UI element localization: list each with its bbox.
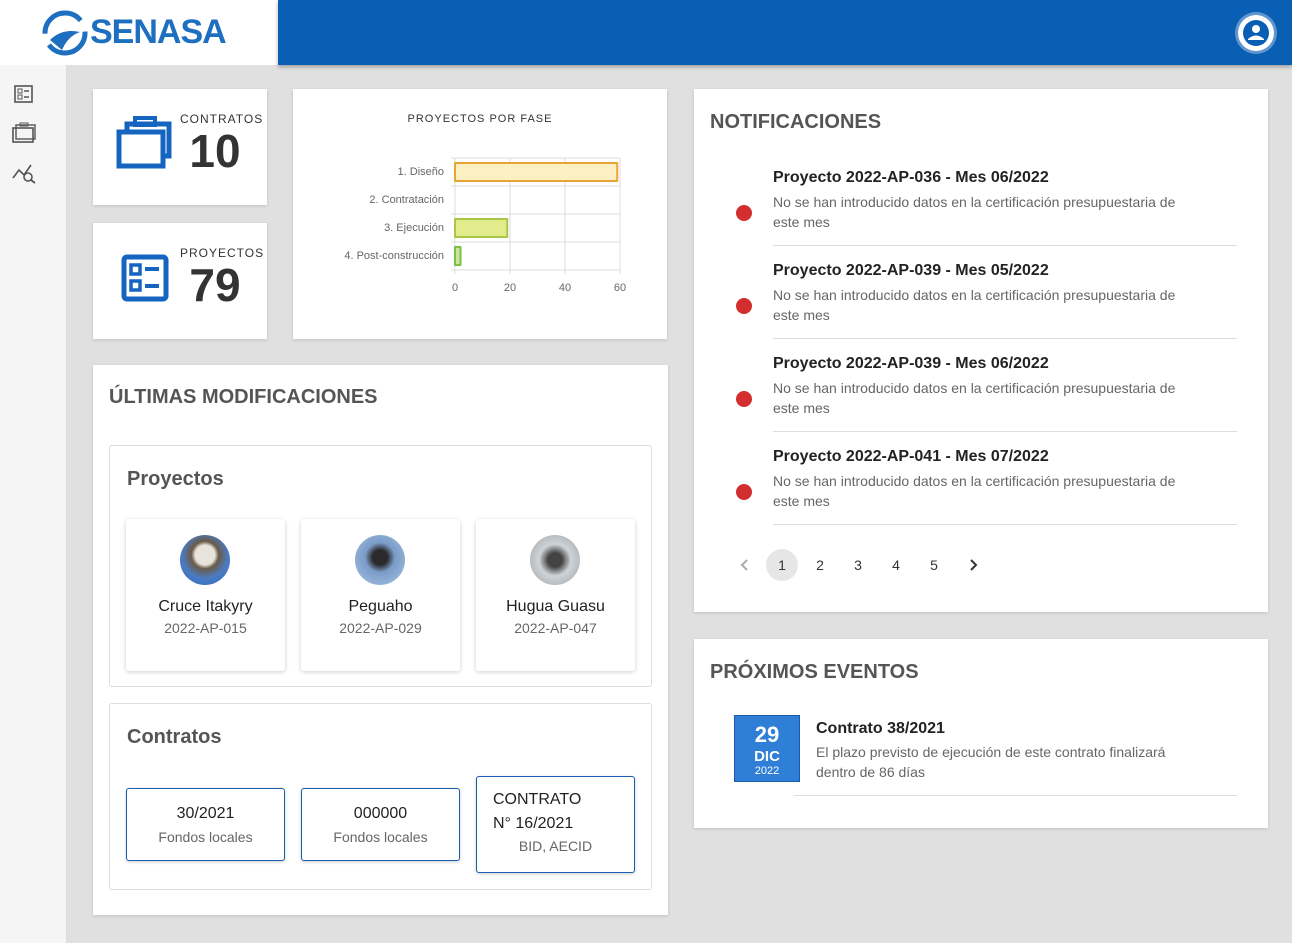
contract-funding: Fondos locales: [333, 829, 428, 845]
notification-text: No se han introducido datos en la certif…: [773, 194, 1176, 230]
top-bar: [278, 0, 1292, 65]
y-tick-label: 2. Contratación: [369, 194, 444, 206]
stat-label: PROYECTOS: [180, 246, 265, 260]
sidebar: [0, 65, 67, 943]
events-card: PRÓXIMOS EVENTOS 29 DIC 2022 Contrato 38…: [694, 639, 1268, 828]
bar: [454, 246, 462, 266]
stat-label: CONTRATOS: [180, 112, 264, 126]
notification-title: Proyecto 2022-AP-039 - Mes 06/2022: [773, 355, 1049, 372]
notification[interactable]: Proyecto 2022-AP-036 - Mes 06/2022 No se …: [694, 169, 1268, 262]
page-prev[interactable]: [737, 557, 753, 573]
stat-value: 79: [189, 259, 241, 311]
separator: [773, 431, 1237, 432]
project-name: Cruce Itakyry: [158, 598, 253, 615]
notification-title: Proyecto 2022-AP-041 - Mes 07/2022: [773, 448, 1049, 465]
x-tick-label: 60: [614, 282, 626, 294]
section-title: NOTIFICACIONES: [710, 111, 882, 133]
project-card[interactable]: Hugua Guasu 2022-AP-047: [476, 519, 635, 671]
contract-funding: BID, AECID: [518, 838, 593, 854]
event-date: 29 DIC 2022: [734, 715, 800, 782]
project-card[interactable]: Peguaho 2022-AP-029: [301, 519, 460, 671]
y-tick-label: 3. Ejecución: [384, 222, 444, 234]
alert-dot: [736, 484, 752, 500]
nav-contracts[interactable]: [11, 122, 37, 144]
alert-dot: [736, 391, 752, 407]
project-code: 2022-AP-029: [339, 620, 422, 636]
notification-text: No se han introducido datos en la certif…: [773, 380, 1176, 416]
alert-dot: [736, 298, 752, 314]
logo-area: SENASA: [0, 0, 278, 65]
page-button[interactable]: 1: [766, 549, 798, 581]
page-button[interactable]: 3: [854, 557, 862, 573]
page-button[interactable]: 4: [892, 557, 900, 573]
logo-text: SENASA: [90, 13, 227, 51]
bar: [454, 218, 509, 238]
section-title: ÚLTIMAS MODIFICACIONES: [109, 386, 378, 408]
notifications-card: NOTIFICACIONES Proyecto 2022-AP-036 - Me…: [694, 89, 1268, 612]
event-title: Contrato 38/2021: [816, 720, 945, 737]
project-avatar: [530, 535, 580, 585]
x-tick-label: 0: [452, 282, 458, 294]
stat-icon: [116, 116, 172, 169]
page-button[interactable]: 2: [816, 557, 824, 573]
contract-card[interactable]: CONTRATO N° 16/2021 BID, AECID: [476, 776, 635, 873]
notification-text: No se han introducido datos en la certif…: [773, 287, 1176, 323]
project-name: Peguaho: [348, 598, 413, 615]
event-day: 29: [754, 722, 780, 747]
bar: [454, 162, 619, 182]
notification[interactable]: Proyecto 2022-AP-039 - Mes 06/2022 No se …: [694, 355, 1268, 448]
contract-funding: Fondos locales: [158, 829, 253, 845]
contract-name: 000000: [353, 805, 408, 822]
separator: [773, 245, 1237, 246]
separator: [794, 795, 1237, 796]
event-text: El plazo previsto de ejecución de este c…: [816, 744, 1166, 780]
contract-name: CONTRATO N° 16/2021: [493, 791, 582, 832]
contract-name: 30/2021: [176, 805, 235, 822]
box-title: Proyectos: [127, 468, 224, 490]
separator: [773, 338, 1237, 339]
event-month: DIC: [754, 748, 780, 765]
nav-analytics[interactable]: [11, 162, 37, 184]
chart: PROYECTOS POR FASE 0 20 40 60 1. Diseño 2. Co…: [344, 113, 626, 294]
notification-text: No se han introducido datos en la certif…: [773, 473, 1176, 509]
logo-icon: [42, 10, 88, 56]
page-next[interactable]: [965, 557, 981, 573]
modifications-card: ÚLTIMAS MODIFICACIONES Proyectos Cruce I…: [93, 365, 668, 915]
chart-title: PROYECTOS POR FASE: [408, 113, 553, 125]
nav-projects[interactable]: [13, 83, 35, 105]
project-code: 2022-AP-047: [514, 620, 597, 636]
page-button[interactable]: 5: [930, 557, 938, 573]
contract-card[interactable]: 30/2021 Fondos locales: [126, 788, 285, 861]
separator: [773, 524, 1237, 525]
alert-dot: [736, 205, 752, 221]
stat-value: 10: [189, 125, 241, 177]
contract-card[interactable]: 000000 Fondos locales: [301, 788, 460, 861]
stat-card: CONTRATOS 10: [93, 89, 267, 205]
projects-box: Proyectos Cruce Itakyry 2022-AP-015 Pegu…: [109, 445, 652, 687]
user-button[interactable]: [1234, 11, 1278, 55]
project-name: Hugua Guasu: [506, 598, 605, 615]
box-title: Contratos: [127, 726, 222, 748]
project-avatar: [180, 535, 230, 585]
project-avatar: [355, 535, 405, 585]
section-title: PRÓXIMOS EVENTOS: [710, 661, 919, 683]
stat-icon: [121, 254, 169, 302]
x-tick-label: 20: [504, 282, 516, 294]
stat-card: PROYECTOS 79: [93, 223, 267, 339]
chart-card: PROYECTOS POR FASE 0 20 40 60 1. Diseño 2. Co…: [293, 89, 667, 339]
y-tick-label: 1. Diseño: [398, 166, 444, 178]
notification-title: Proyecto 2022-AP-039 - Mes 05/2022: [773, 262, 1049, 279]
event-year: 2022: [754, 765, 780, 777]
y-tick-label: 4. Post-construcción: [344, 250, 444, 262]
notification-title: Proyecto 2022-AP-036 - Mes 06/2022: [773, 169, 1049, 186]
notification[interactable]: Proyecto 2022-AP-039 - Mes 05/2022 No se …: [694, 262, 1268, 355]
project-code: 2022-AP-015: [164, 620, 247, 636]
contracts-box: Contratos 30/2021 Fondos locales 000000 …: [109, 703, 652, 890]
x-tick-label: 40: [559, 282, 571, 294]
notification[interactable]: Proyecto 2022-AP-041 - Mes 07/2022 No se …: [694, 448, 1268, 541]
project-card[interactable]: Cruce Itakyry 2022-AP-015: [126, 519, 285, 671]
